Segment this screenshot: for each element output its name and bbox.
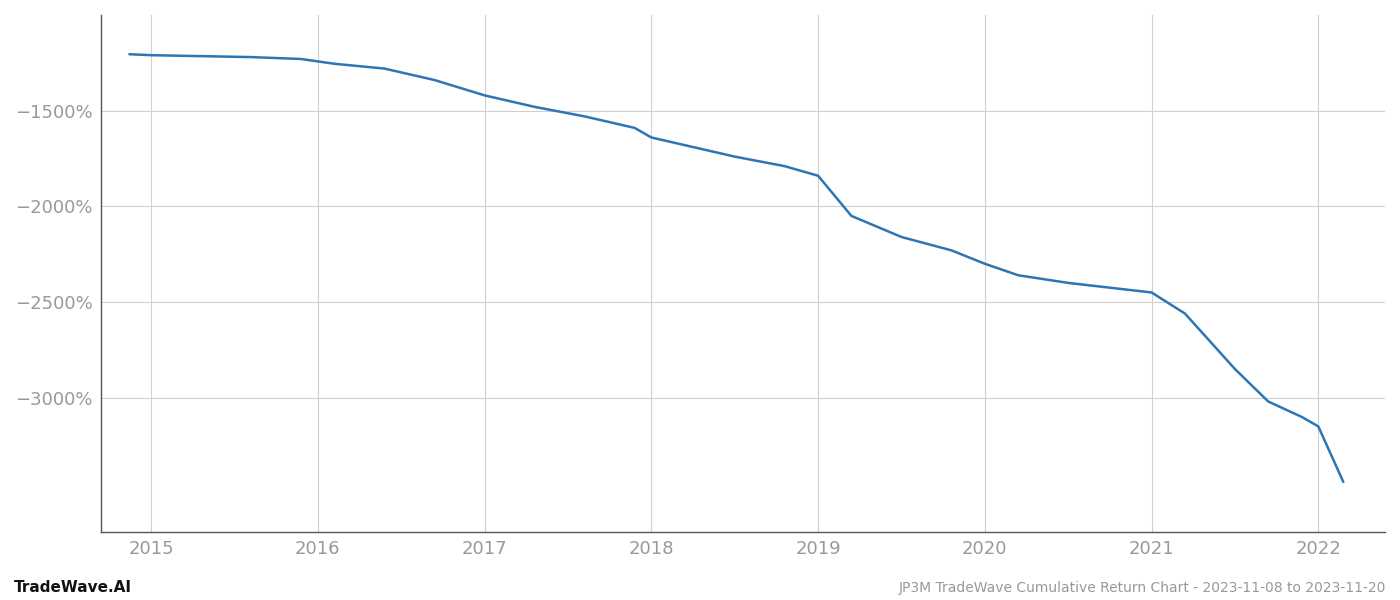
Text: JP3M TradeWave Cumulative Return Chart - 2023-11-08 to 2023-11-20: JP3M TradeWave Cumulative Return Chart -… xyxy=(899,581,1386,595)
Text: TradeWave.AI: TradeWave.AI xyxy=(14,580,132,595)
